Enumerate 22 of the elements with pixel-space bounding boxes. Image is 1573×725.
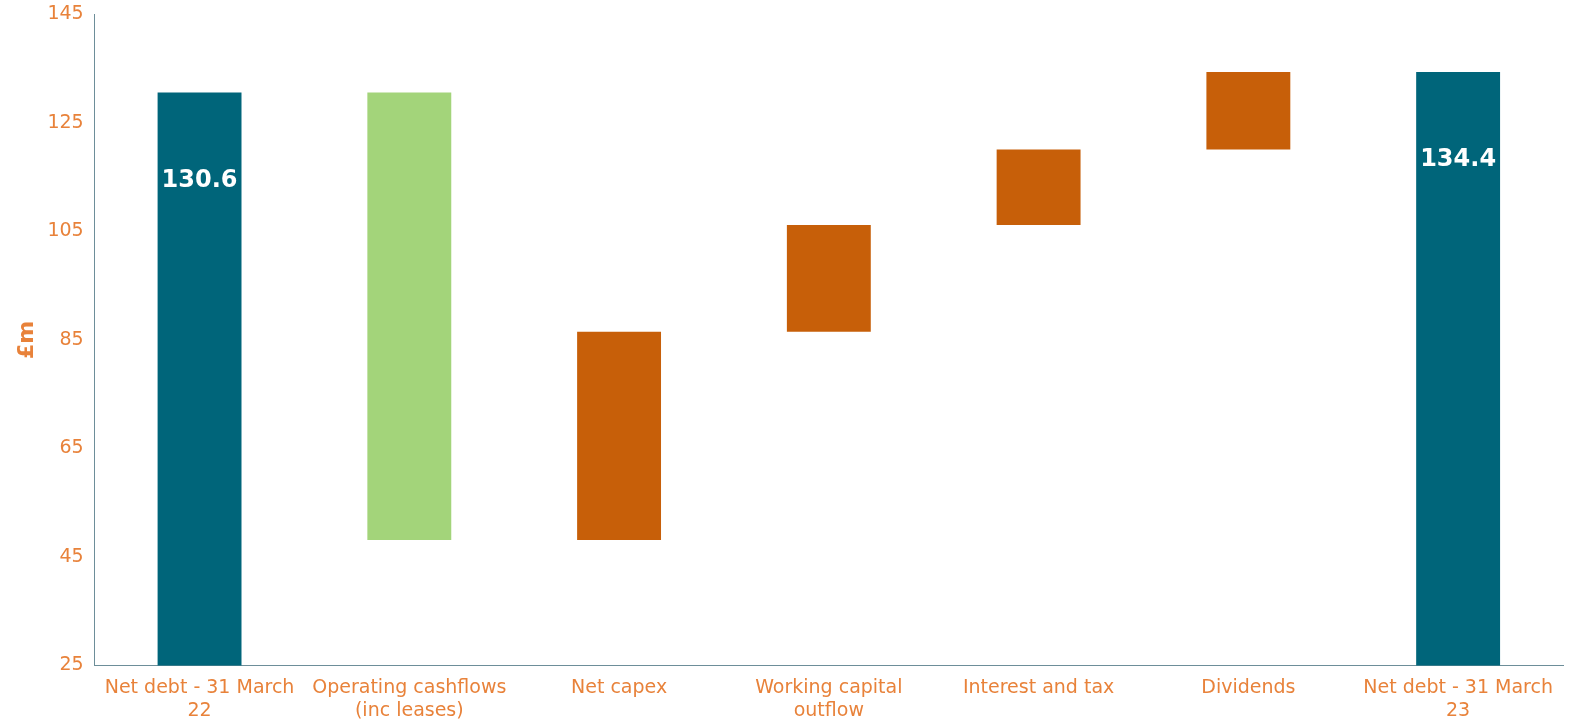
data-label: 134.4 xyxy=(1420,144,1497,173)
x-tick-label: Dividends xyxy=(1201,674,1296,697)
bar xyxy=(996,149,1081,225)
x-tick-label: Net debt - 31 March 22 xyxy=(104,674,295,720)
y-tick-label: 145 xyxy=(47,1,84,24)
y-tick-label: 85 xyxy=(59,326,84,349)
y-tick-label: 25 xyxy=(59,652,84,675)
x-tick-label: Working capital outflow xyxy=(755,674,903,720)
y-tick-label: 105 xyxy=(47,218,84,241)
bar xyxy=(1206,71,1291,150)
y-tick-label: 125 xyxy=(47,109,84,132)
y-tick-label: 65 xyxy=(59,435,84,458)
bar xyxy=(367,92,452,541)
y-tick-label: 45 xyxy=(59,543,84,566)
y-axis-title: £m xyxy=(12,320,38,360)
x-tick-label: Interest and tax xyxy=(962,674,1115,697)
data-label: 130.6 xyxy=(161,164,238,193)
x-tick-label: Net debt - 31 March 23 xyxy=(1363,674,1553,720)
x-tick-label: Net capex xyxy=(570,674,668,697)
bar xyxy=(577,331,662,541)
bar xyxy=(786,224,871,332)
x-tick-label: Operating cashflows (inc leases) xyxy=(312,674,507,720)
